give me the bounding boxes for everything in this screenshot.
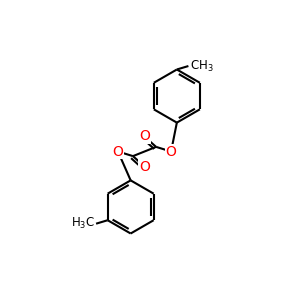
Text: H$_3$C: H$_3$C <box>71 216 95 231</box>
Text: CH$_3$: CH$_3$ <box>190 58 213 74</box>
Text: O: O <box>166 145 176 158</box>
Text: O: O <box>112 145 123 158</box>
Text: O: O <box>139 160 150 173</box>
Text: O: O <box>139 130 150 143</box>
